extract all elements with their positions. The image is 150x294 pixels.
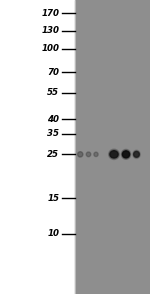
Ellipse shape: [121, 149, 131, 159]
Text: 100: 100: [41, 44, 59, 53]
Text: 15: 15: [47, 194, 59, 203]
Text: 170: 170: [41, 9, 59, 18]
Text: 10: 10: [47, 229, 59, 238]
Ellipse shape: [110, 151, 118, 158]
Bar: [75, 0, 150, 294]
Bar: [0, 0, 75, 294]
Text: 35: 35: [47, 129, 59, 138]
Text: 55: 55: [47, 88, 59, 97]
Text: 70: 70: [47, 68, 59, 76]
Text: 25: 25: [47, 150, 59, 159]
Ellipse shape: [109, 149, 119, 159]
Text: 40: 40: [47, 115, 59, 123]
Ellipse shape: [134, 151, 139, 157]
Ellipse shape: [133, 150, 140, 158]
Text: 130: 130: [41, 26, 59, 35]
Ellipse shape: [122, 151, 130, 158]
Ellipse shape: [78, 152, 83, 157]
Ellipse shape: [86, 152, 91, 157]
Ellipse shape: [94, 152, 98, 156]
